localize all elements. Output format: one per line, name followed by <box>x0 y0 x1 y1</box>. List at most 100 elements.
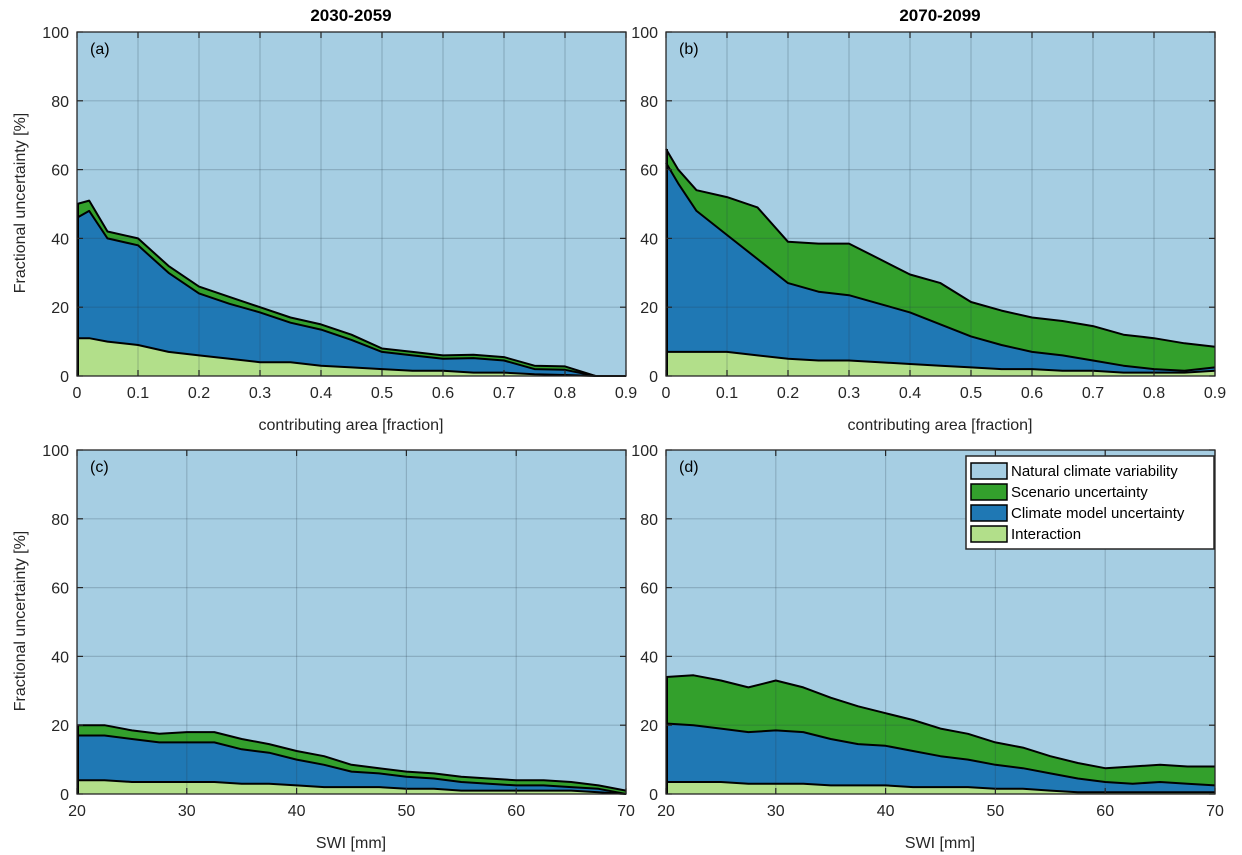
panel-d-ytick-label: 60 <box>640 581 658 598</box>
panel-c-ytick-label: 0 <box>60 787 69 804</box>
panel-a-climate-model-uncertainty-area <box>77 210 626 376</box>
panel-a-axes-frame <box>76 31 627 377</box>
panel-b-scenario-uncertainty-line <box>665 148 1216 348</box>
panel-d-climate-model-uncertainty-area <box>666 723 1215 793</box>
panel-d-ytick-label: 20 <box>640 718 658 735</box>
panel-a-xtick-label: 0.2 <box>188 385 210 402</box>
panel-b-xtick-label: 0.5 <box>960 385 982 402</box>
panel-a-ytick-label: 20 <box>51 300 69 317</box>
panel-a-xtick-label: 0 <box>73 385 82 402</box>
panel-c-ytick-label: 20 <box>51 718 69 735</box>
panel-c-scenario-uncertainty-line <box>77 724 627 792</box>
panel-d-xtick-label: 60 <box>1096 803 1114 820</box>
panel-d-axes-frame <box>665 449 1216 795</box>
panel-a-ticks: 0 0.1 0.2 0.3 0.4 0.5 0.6 0.7 0.8 0.9 0 20 40 60 80 100 <box>42 25 637 402</box>
panel-c-ytick-label: 100 <box>42 443 69 460</box>
panel-a-xlabel: contributing area [fraction] <box>259 417 444 434</box>
panel-a-interaction-area <box>77 338 626 376</box>
panel-b-scenario-uncertainty-area <box>666 149 1215 371</box>
panel-c-xlabel: SWI [mm] <box>316 835 386 852</box>
panel-a-letter: (a) <box>90 41 110 58</box>
legend-label-scenario-uncertainty: Scenario uncertainty <box>1011 484 1148 501</box>
panel-c-ytick-label: 60 <box>51 581 69 598</box>
panel-c-ytick-label: 40 <box>51 649 69 666</box>
panel-d-xtick-label: 70 <box>1206 803 1224 820</box>
panel-a-xtick-label: 0.7 <box>493 385 515 402</box>
panel-a-ytick-label: 80 <box>51 94 69 111</box>
panel-b-ytick-label: 60 <box>640 163 658 180</box>
panel-b-xtick-label: 0.2 <box>777 385 799 402</box>
panel-c: Fractional uncertainty [%] SWI [mm] 20 30… <box>12 443 635 852</box>
legend-label-interaction: Interaction <box>1011 526 1081 543</box>
panel-b-title: 2070-2099 <box>899 6 980 25</box>
panel-a-xtick-label: 0.8 <box>554 385 576 402</box>
panel-c-letter: (c) <box>90 459 109 476</box>
panel-a-scenario-uncertainty-line <box>76 199 626 377</box>
panel-a-ytick-label: 100 <box>42 25 69 42</box>
panel-b-xtick-label: 0 <box>662 385 671 402</box>
panel-b-xtick-label: 0.8 <box>1143 385 1165 402</box>
panel-b-interaction-line <box>666 350 1216 374</box>
panel-b-xtick-label: 0.7 <box>1082 385 1104 402</box>
panel-c-interaction-line <box>77 779 627 795</box>
panel-a-xtick-label: 0.1 <box>127 385 149 402</box>
legend-swatch-interaction <box>970 525 1008 543</box>
legend: Natural climate variability Scenario unce… <box>965 455 1215 550</box>
panel-b-letter: (b) <box>679 41 699 58</box>
panel-a-xtick-label: 0.9 <box>615 385 637 402</box>
panel-c-ytick-label: 80 <box>51 512 69 529</box>
panel-d-letter: (d) <box>679 459 699 476</box>
panel-b-ytick-label: 80 <box>640 94 658 111</box>
panel-d-xtick-label: 40 <box>877 803 895 820</box>
panel-d-scenario-uncertainty-area <box>666 675 1215 786</box>
panel-b-ytick-label: 20 <box>640 300 658 317</box>
panel-d-xtick-label: 20 <box>657 803 675 820</box>
panel-c-ylabel: Fractional uncertainty [%] <box>12 531 29 712</box>
legend-swatch-natural-climate-variability <box>970 462 1008 480</box>
panel-c-xtick-label: 70 <box>617 803 635 820</box>
panel-b-plot <box>665 31 1216 377</box>
panel-d-ytick-label: 0 <box>649 787 658 804</box>
panel-d-scenario-uncertainty-line <box>665 674 1215 770</box>
panel-b-xtick-label: 0.3 <box>838 385 860 402</box>
panel-d-ytick-label: 100 <box>631 443 658 460</box>
panel-b-interaction-area <box>666 351 1215 376</box>
panel-b-climate-model-uncertainty-line <box>665 162 1216 372</box>
panel-b-ytick-label: 0 <box>649 369 658 386</box>
panel-a-grid <box>77 32 626 376</box>
panel-c-xtick-label: 60 <box>507 803 525 820</box>
panel-b: 2070-2099 contributing area [fraction] 0… <box>631 6 1226 434</box>
panel-b-xtick-label: 0.4 <box>899 385 921 402</box>
legend-swatch-climate-model-uncertainty <box>970 504 1008 522</box>
panel-d-ytick-label: 40 <box>640 649 658 666</box>
panel-a-ylabel: Fractional uncertainty [%] <box>12 113 29 294</box>
panel-a-interaction-line <box>77 337 626 377</box>
panel-c-plot <box>76 449 627 795</box>
panel-d-ytick-label: 80 <box>640 512 658 529</box>
panel-b-xtick-label: 0.9 <box>1204 385 1226 402</box>
panel-a-ytick-label: 40 <box>51 231 69 248</box>
panel-a-xtick-label: 0.6 <box>432 385 454 402</box>
panel-c-xtick-label: 40 <box>288 803 306 820</box>
panel-b-xlabel: contributing area [fraction] <box>848 417 1033 434</box>
panel-a-climate-model-uncertainty-line <box>76 209 626 377</box>
panel-d-xlabel: SWI [mm] <box>905 835 975 852</box>
panel-c-xtick-label: 30 <box>178 803 196 820</box>
panel-a-title: 2030-2059 <box>310 6 391 25</box>
panel-d-xtick-label: 30 <box>767 803 785 820</box>
panel-b-xtick-label: 0.1 <box>716 385 738 402</box>
panel-a: 2030-2059 Fractional uncertainty [%] con… <box>12 6 637 434</box>
panel-a-ytick-label: 60 <box>51 163 69 180</box>
panel-a-xtick-label: 0.3 <box>249 385 271 402</box>
panel-d-climate-model-uncertainty-line <box>665 722 1216 787</box>
panel-c-xtick-label: 20 <box>68 803 86 820</box>
panel-b-grid <box>666 32 1215 376</box>
panel-c-axes-frame <box>76 449 627 795</box>
legend-swatch-scenario-uncertainty <box>970 483 1008 501</box>
panel-b-axes-frame <box>665 31 1216 377</box>
panel-b-ytick-label: 100 <box>631 25 658 42</box>
panel-c-climate-model-uncertainty-line <box>77 734 627 795</box>
